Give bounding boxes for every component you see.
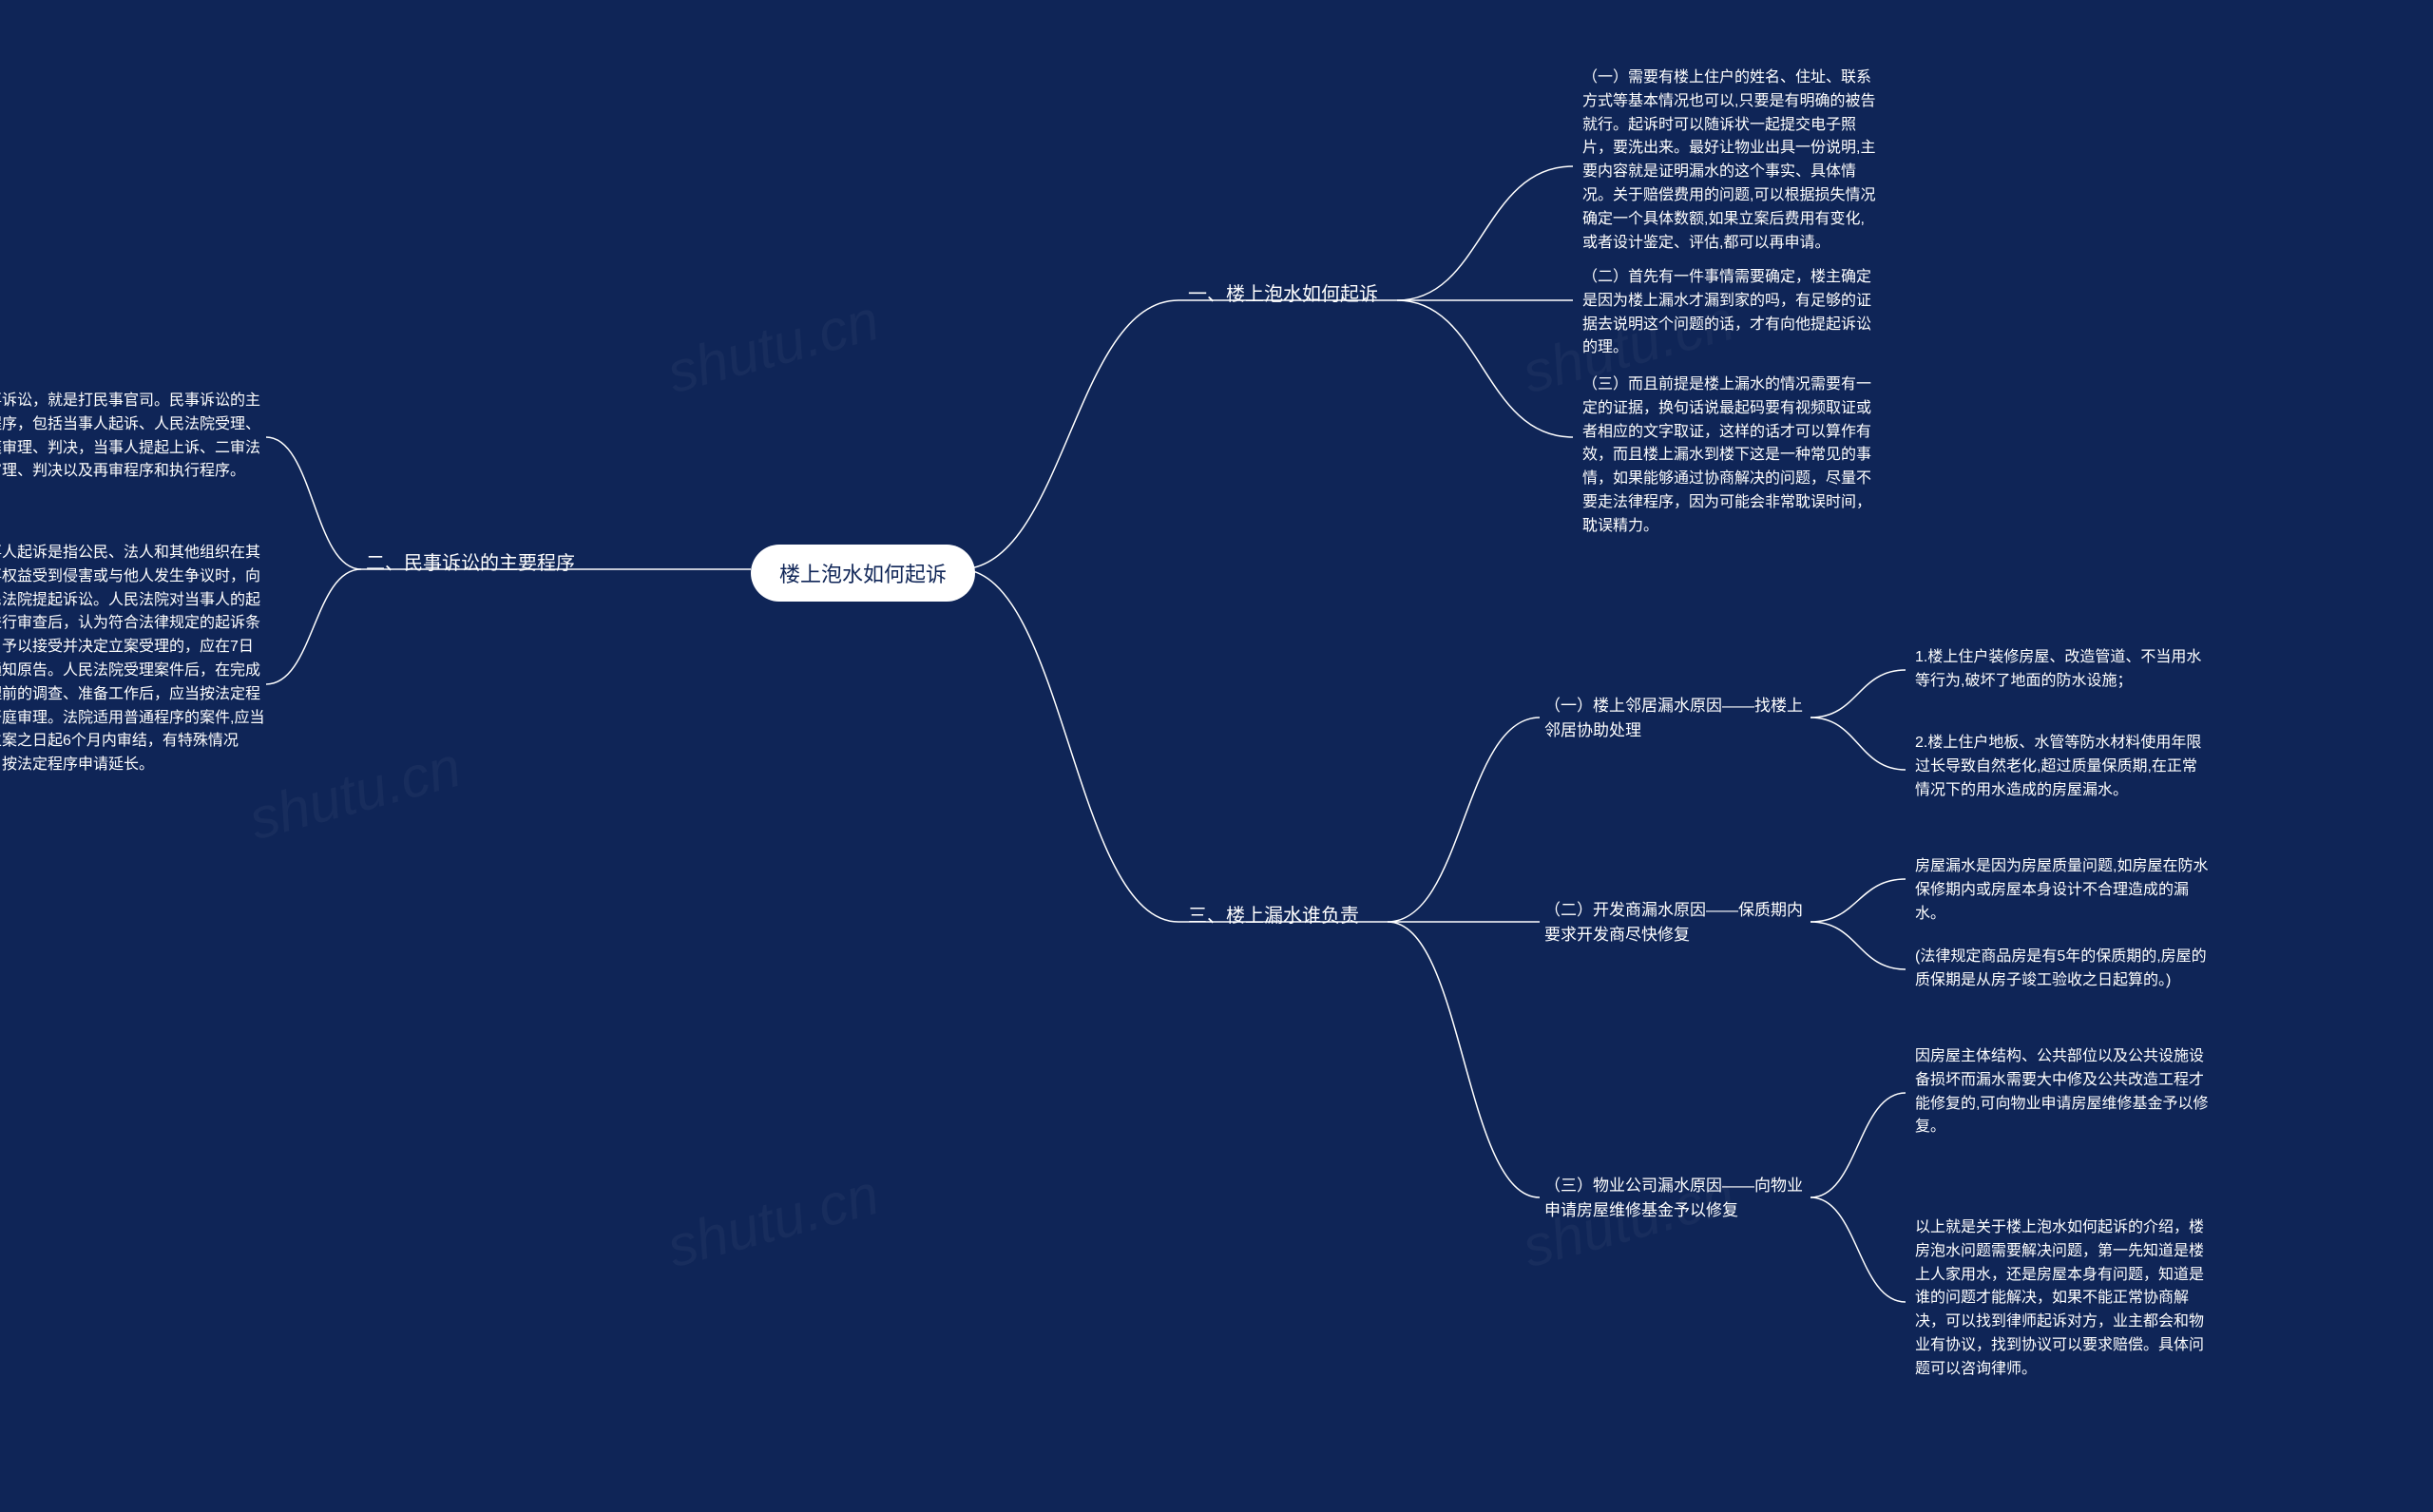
branch1-leaf1: （一）需要有楼上住户的姓名、住址、联系方式等基本情况也可以,只要是有明确的被告就… xyxy=(1582,67,1877,255)
branch3-label: 三、楼上漏水谁负责 xyxy=(1188,900,1359,928)
branch2-leaf1: 民事诉讼，就是打民事官司。民事诉讼的主要程序，包括当事人起诉、人民法院受理、开庭… xyxy=(0,390,266,484)
watermark: shutu.cn xyxy=(661,1161,886,1280)
branch1-label: 一、楼上泡水如何起诉 xyxy=(1188,278,1378,306)
branch3-sub2-label: （二）开发商漏水原因——保质期内要求开发商尽快修复 xyxy=(1544,898,1810,947)
branch2-label: 二、民事诉讼的主要程序 xyxy=(366,547,575,575)
branch3-sub3-label: （三）物业公司漏水原因——向物业申请房屋维修基金予以修复 xyxy=(1544,1174,1810,1222)
branch3-sub2-leaf2: (法律规定商品房是有5年的保质期的,房屋的质保期是从房子竣工验收之日起算的。) xyxy=(1915,946,2210,993)
branch1-leaf2: （二）首先有一件事情需要确定，楼主确定是因为楼上漏水才漏到家的吗，有足够的证据去… xyxy=(1582,266,1877,360)
branch3-sub1-leaf2: 2.楼上住户地板、水管等防水材料使用年限过长导致自然老化,超过质量保质期,在正常… xyxy=(1915,732,2210,802)
branch3-sub3-leaf1: 因房屋主体结构、公共部位以及公共设施设备损坏而漏水需要大中修及公共改造工程才能修… xyxy=(1915,1045,2210,1139)
branch3-sub3-leaf2: 以上就是关于楼上泡水如何起诉的介绍，楼房泡水问题需要解决问题，第一先知道是楼上人… xyxy=(1915,1216,2210,1382)
watermark: shutu.cn xyxy=(242,734,468,852)
branch3-sub1-leaf1: 1.楼上住户装修房屋、改造管道、不当用水等行为,破坏了地面的防水设施； xyxy=(1915,646,2210,694)
center-node: 楼上泡水如何起诉 xyxy=(751,545,975,602)
branch3-sub2-leaf1: 房屋漏水是因为房屋质量问题,如房屋在防水保修期内或房屋本身设计不合理造成的漏水。 xyxy=(1915,855,2210,926)
branch2-leaf2: 当事人起诉是指公民、法人和其他组织在其民事权益受到侵害或与他人发生争议时，向人民… xyxy=(0,542,266,777)
branch3-sub1-label: （一）楼上邻居漏水原因——找楼上邻居协助处理 xyxy=(1544,694,1810,742)
branch1-leaf3: （三）而且前提是楼上漏水的情况需要有一定的证据，换句话说最起码要有视频取证或者相… xyxy=(1582,373,1877,539)
watermark: shutu.cn xyxy=(661,287,886,406)
